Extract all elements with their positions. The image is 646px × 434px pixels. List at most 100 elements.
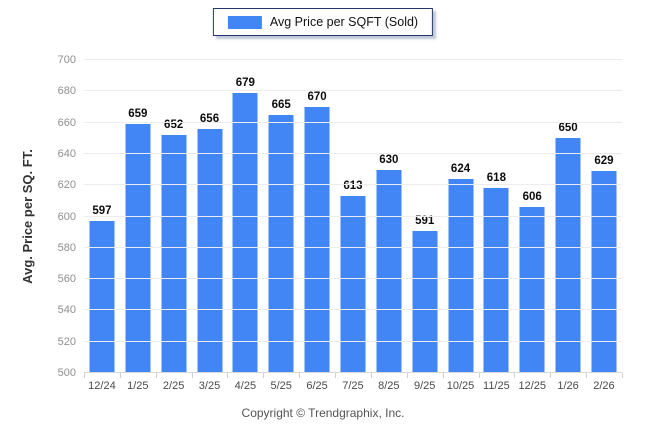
x-axis-tick: [263, 373, 265, 378]
bar: [125, 124, 151, 373]
x-tick-label: 2/25: [162, 380, 185, 392]
footer-copyright: Copyright © Trendgraphix, Inc.: [241, 406, 405, 420]
x-axis-tick: [299, 373, 301, 378]
x-tick-label: 8/25: [378, 380, 400, 392]
x-tick-label: 1/26: [557, 380, 579, 392]
bar: [483, 188, 509, 373]
y-tick-label: 640: [57, 147, 76, 160]
bar: [412, 230, 438, 373]
y-tick-label: 500: [57, 367, 76, 379]
x-tick-label: 12/25: [518, 380, 546, 392]
bar-value-label: 650: [558, 122, 578, 135]
x-tick-label: 11/25: [483, 380, 510, 392]
gridline: [84, 121, 622, 123]
y-tick-label: 660: [57, 116, 76, 129]
bar-value-label: 679: [235, 76, 255, 89]
bar: [304, 106, 330, 373]
bar: [340, 196, 366, 373]
bar-column: 618 11/25: [478, 60, 514, 392]
x-axis-tick: [119, 373, 121, 378]
gridline: [84, 372, 622, 373]
bar-value-label: 670: [307, 90, 327, 103]
bar-column: 665 5/25: [263, 60, 299, 392]
x-tick-label: 9/25: [413, 380, 436, 392]
bar-column: 629 2/26: [586, 60, 622, 392]
x-axis-tick: [514, 373, 516, 378]
plot-area: 597 12/24 659 1/25 652 2/25 656 3/25 679 4/25 665 5…: [58, 54, 623, 392]
bar: [161, 135, 187, 373]
bar-column: 659 1/25: [120, 60, 156, 392]
bar-column: 591 9/25: [407, 60, 443, 392]
bar-value-label: 597: [92, 205, 112, 218]
bar: [197, 128, 222, 373]
chart-legend: Avg Price per SQFT (Sold): [212, 8, 434, 36]
y-tick-label: 560: [57, 273, 76, 286]
bar-value-label: 591: [415, 214, 435, 227]
gridline: [84, 59, 622, 60]
bar-column: 656 3/25: [192, 60, 228, 392]
y-tick-label: 700: [57, 54, 76, 66]
bar-value-label: 606: [522, 191, 542, 204]
gridline: [84, 90, 622, 92]
y-axis-title-box: Avg. Price per SQ. FT.: [16, 60, 38, 373]
y-tick-label: 540: [57, 304, 76, 317]
bar: [268, 114, 294, 373]
x-axis-tick: [227, 373, 229, 378]
legend-label: Avg Price per SQFT (Sold): [269, 15, 419, 29]
bar-value-label: 665: [271, 98, 291, 111]
gridline: [84, 246, 622, 248]
y-tick-label: 580: [57, 241, 76, 254]
bar: [376, 169, 402, 373]
x-axis-tick: [622, 373, 623, 378]
x-tick-label: 1/25: [127, 380, 149, 392]
gridline: [84, 278, 622, 280]
bar-column: 613 7/25: [335, 60, 371, 392]
gridline: [84, 215, 622, 217]
bar: [519, 207, 545, 373]
bar-value-label: 656: [199, 112, 220, 125]
bar-column: 670 6/25: [299, 60, 335, 392]
bar-column: 624 10/25: [443, 60, 479, 392]
bar: [232, 92, 258, 373]
y-tick-label: 620: [57, 179, 76, 192]
x-tick-label: 3/25: [198, 380, 221, 392]
bar: [591, 171, 617, 373]
bar-series: 597 12/24 659 1/25 652 2/25 656 3/25 679 4/25 665 5…: [84, 60, 622, 392]
bar-column: 652 2/25: [156, 60, 192, 392]
x-axis-tick: [84, 373, 85, 378]
bar-value-label: 618: [486, 172, 506, 185]
y-tick-label: 600: [57, 210, 76, 223]
y-tick-label: 520: [57, 335, 76, 348]
x-tick-label: 10/25: [446, 380, 475, 392]
bar: [555, 138, 581, 373]
x-tick-label: 6/25: [306, 380, 328, 392]
bar-value-label: 629: [594, 155, 614, 168]
bar-column: 630 8/25: [371, 60, 407, 392]
gridline: [84, 309, 622, 311]
x-tick-label: 2/26: [593, 380, 615, 392]
x-tick-label: 4/25: [234, 380, 257, 392]
gridline: [84, 152, 622, 154]
bar-column: 650 1/26: [550, 60, 586, 392]
x-tick-label: 12/24: [88, 380, 116, 392]
x-axis-tick: [550, 373, 552, 378]
bar: [89, 221, 115, 373]
x-tick-label: 7/25: [342, 380, 364, 392]
bar-value-label: 630: [379, 153, 399, 166]
bar-value-label: 613: [343, 180, 363, 193]
x-axis-tick: [586, 373, 588, 378]
bar: [448, 178, 474, 373]
gridline: [84, 184, 622, 186]
x-axis-tick: [442, 373, 444, 378]
bar-value-label: 659: [128, 108, 148, 121]
x-axis-tick: [406, 373, 408, 378]
x-axis-tick: [155, 373, 157, 378]
bar-column: 679 4/25: [227, 60, 263, 392]
y-axis-title: Avg. Price per SQ. FT.: [19, 149, 35, 284]
x-axis-tick: [191, 373, 193, 378]
x-axis-tick: [370, 373, 372, 378]
bar-column: 606 12/25: [514, 60, 550, 392]
x-axis-tick: [478, 373, 480, 378]
y-tick-label: 680: [57, 85, 76, 98]
x-axis-tick: [335, 373, 337, 378]
